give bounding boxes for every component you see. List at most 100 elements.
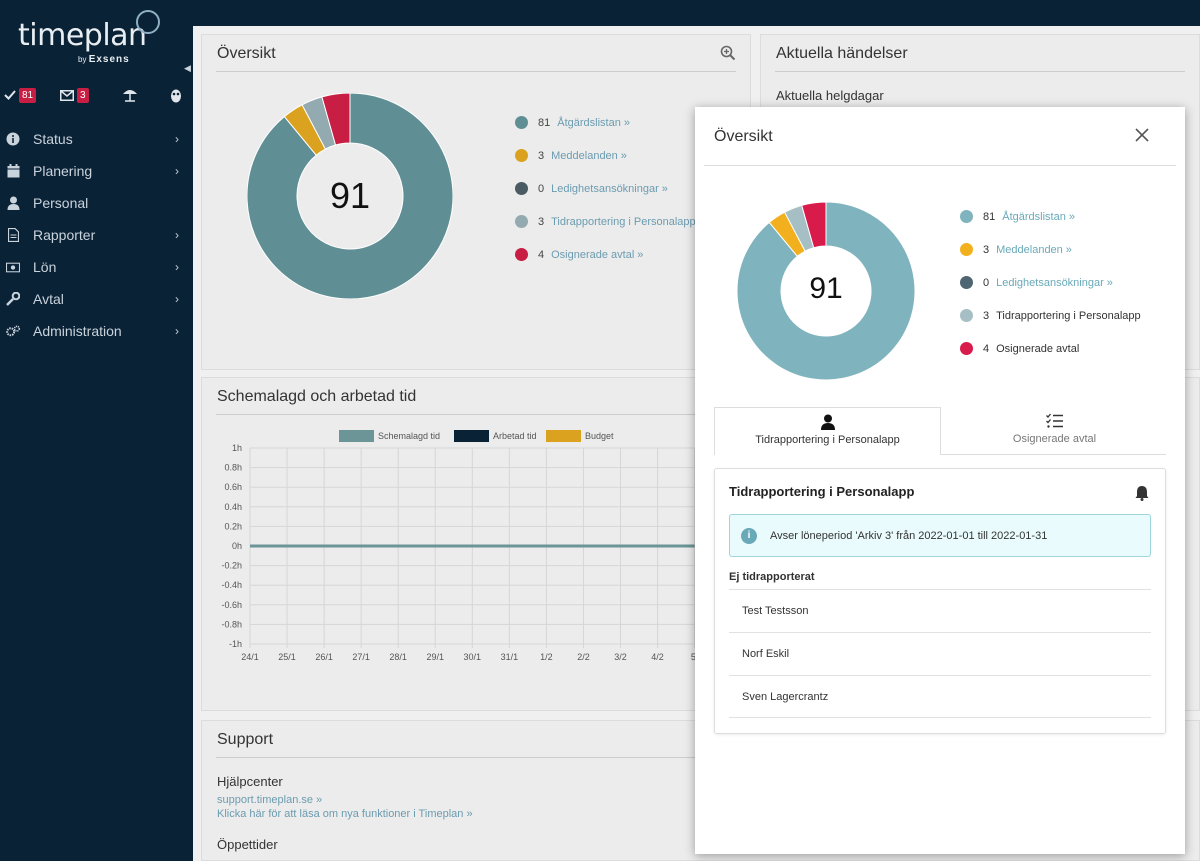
wrench-icon — [6, 292, 20, 306]
legend-label[interactable]: Åtgärdslistan — [557, 116, 621, 129]
x-tick-label: 28/1 — [389, 652, 407, 662]
legend-label[interactable]: Osignerade avtal — [551, 248, 635, 261]
tab-label: Osignerade avtal — [1012, 433, 1097, 445]
top-bar — [193, 0, 1200, 26]
overview-total: 91 — [329, 175, 371, 216]
document-icon — [6, 228, 20, 242]
y-tick-label: 0.4h — [224, 502, 242, 512]
y-tick-label: 1h — [232, 443, 242, 453]
news-link[interactable]: Klicka här för att läsa om nya funktione… — [217, 808, 473, 820]
legend-count: 0 — [538, 182, 545, 195]
umbrella-beach-icon — [123, 90, 137, 102]
nav-item-lon[interactable]: Lön › — [0, 251, 193, 283]
check-icon — [4, 90, 16, 100]
chevron-right-icon: › — [175, 228, 179, 242]
zoom-in-icon[interactable] — [720, 45, 736, 61]
legend-item[interactable]: 4 Osignerade avtal — [960, 342, 1079, 355]
logo-by: by — [78, 55, 87, 64]
divider — [941, 454, 1166, 455]
vacation-shortcut[interactable] — [122, 86, 138, 104]
legend-label: Osignerade avtal — [996, 342, 1080, 355]
chart-legend-swatch — [454, 430, 489, 442]
legend-item[interactable]: 0 Ledighetsansökningar» — [515, 182, 668, 195]
legend-count: 3 — [983, 243, 990, 256]
legend-label[interactable]: Åtgärdslistan — [1002, 210, 1066, 223]
chart-legend-label[interactable]: Arbetad tid — [493, 431, 537, 441]
x-tick-label: 25/1 — [278, 652, 296, 662]
owl-shortcut[interactable] — [170, 86, 182, 104]
legend-label[interactable]: Tidrapportering i Personalapp — [551, 215, 696, 228]
checklist-icon — [1045, 413, 1063, 428]
y-tick-label: -0.8h — [221, 619, 242, 629]
donut-slice-4[interactable] — [321, 93, 351, 146]
schedule-title: Schemalagd och arbetad tid — [217, 388, 417, 405]
nav-item-rapporter[interactable]: Rapporter › — [0, 219, 193, 251]
support-link[interactable]: support.timeplan.se » — [217, 794, 323, 806]
y-tick-label: 0.6h — [224, 482, 242, 492]
chart-legend-label[interactable]: Budget — [585, 431, 614, 441]
collapse-sidebar-icon[interactable]: ◀ — [184, 63, 191, 73]
support-title: Support — [217, 731, 274, 748]
x-tick-label: 24/1 — [241, 652, 259, 662]
tab-tidrapportering[interactable]: Tidrapportering i Personalapp — [714, 407, 941, 455]
nav-label: Personal — [33, 195, 89, 211]
overview-donut-chart — [247, 93, 453, 299]
legend-label[interactable]: Ledighetsansökningar — [996, 276, 1104, 289]
legend-item[interactable]: 3 Tidrapportering i Personalapp — [960, 309, 1141, 322]
legend-item[interactable]: 3 Tidrapportering i Personalapp — [515, 215, 696, 228]
legend-item[interactable]: 0 Ledighetsansökningar» — [960, 276, 1113, 289]
mail-shortcut[interactable]: 3 — [60, 86, 89, 104]
timeplan-logo[interactable]: timeplan by Exsens — [18, 10, 168, 65]
tidrapportering-card: Tidrapportering i Personalapp i Avser lö… — [714, 468, 1166, 734]
legend-label[interactable]: Ledighetsansökningar — [551, 182, 659, 195]
nav-item-personal[interactable]: Personal — [0, 187, 193, 219]
legend-item[interactable]: 81 Åtgärdslistan» — [515, 116, 630, 129]
chevron-right-icon: › — [175, 132, 179, 146]
legend-dot — [515, 248, 528, 261]
legend-dot — [515, 182, 528, 195]
donut-slice-4[interactable] — [801, 201, 827, 249]
divider — [216, 71, 736, 72]
list-item[interactable]: Norf Eskil — [729, 632, 1151, 675]
todo-shortcut[interactable]: 81 — [4, 86, 37, 104]
legend-dot — [960, 309, 973, 322]
nav-item-planering[interactable]: Planering › — [0, 155, 193, 187]
close-icon[interactable] — [1135, 125, 1149, 148]
legend-arrow: » — [1068, 210, 1075, 223]
logo-byline: by Exsens — [78, 54, 130, 65]
tab-osignerade-avtal[interactable]: Osignerade avtal — [941, 407, 1168, 455]
x-tick-label: 26/1 — [315, 652, 333, 662]
list-item[interactable]: Sven Lagercrantz — [729, 675, 1151, 718]
chevron-right-icon: › — [175, 164, 179, 178]
owl-icon — [171, 89, 181, 103]
legend-count: 81 — [983, 210, 996, 223]
donut-slice-0[interactable] — [247, 93, 453, 299]
gears-icon — [6, 324, 20, 338]
legend-dot — [960, 276, 973, 289]
legend-item[interactable]: 81 Åtgärdslistan» — [960, 210, 1075, 223]
period-info-box: i Avser löneperiod 'Arkiv 3' från 2022-0… — [729, 514, 1151, 557]
nav-label: Planering — [33, 163, 93, 179]
legend-item[interactable]: 3 Meddelanden» — [515, 149, 627, 162]
donut-slice-0[interactable] — [736, 201, 916, 381]
legend-label: Tidrapportering i Personalapp — [996, 309, 1141, 322]
not-reported-heading: Ej tidrapporterat — [729, 571, 815, 583]
legend-label[interactable]: Meddelanden — [551, 149, 618, 162]
y-tick-label: 0.8h — [224, 463, 242, 473]
hours-heading: Öppettider — [217, 837, 278, 852]
nav-item-status[interactable]: Status › — [0, 123, 193, 155]
y-tick-label: -0.6h — [221, 600, 242, 610]
bell-icon[interactable] — [1135, 485, 1149, 501]
mail-icon — [60, 89, 74, 101]
y-tick-label: 0h — [232, 541, 242, 551]
calendar-icon — [6, 164, 20, 178]
list-item[interactable]: Test Testsson — [729, 589, 1151, 632]
nav-item-avtal[interactable]: Avtal › — [0, 283, 193, 315]
chart-legend-label[interactable]: Schemalagd tid — [378, 431, 440, 441]
legend-item[interactable]: 4 Osignerade avtal» — [515, 248, 643, 261]
legend-item[interactable]: 3 Meddelanden» — [960, 243, 1072, 256]
legend-label[interactable]: Meddelanden — [996, 243, 1063, 256]
nav-item-administration[interactable]: Administration › — [0, 315, 193, 347]
legend-count: 4 — [983, 342, 990, 355]
legend-dot — [960, 243, 973, 256]
